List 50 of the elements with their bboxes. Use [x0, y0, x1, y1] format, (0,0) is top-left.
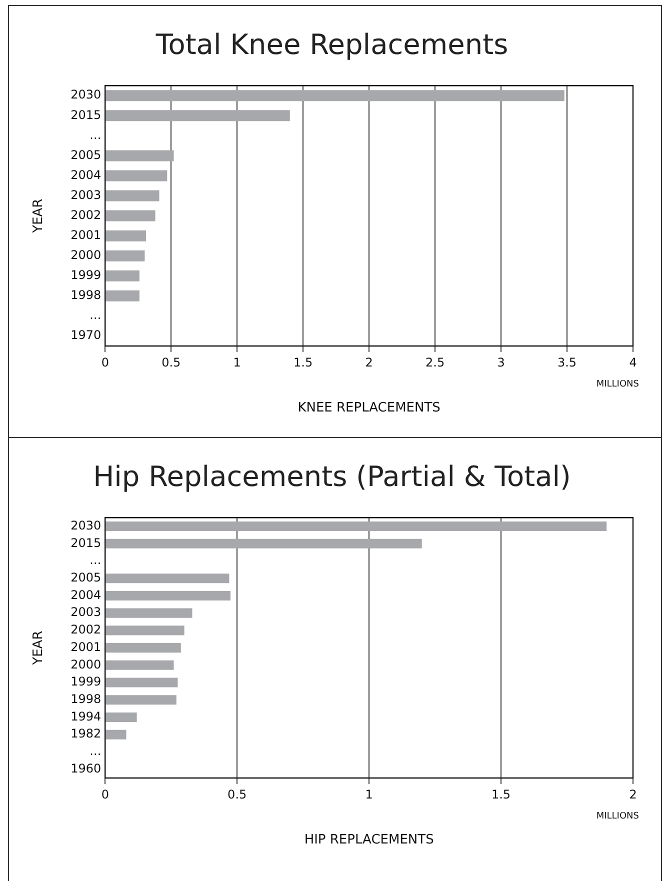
x-axis-title: KNEE REPLACEMENTS [298, 400, 440, 416]
x-tick-label: 2.5 [426, 355, 445, 370]
x-axis-title: HIP REPLACEMENTS [304, 832, 434, 848]
y-tick-label: 2030 [70, 518, 102, 532]
x-tick-label: 2 [629, 787, 637, 802]
y-tick-label: 2005 [70, 148, 102, 162]
chart-title: Hip Replacements (Partial & Total) [93, 460, 571, 494]
chart-title: Total Knee Replacements [154, 28, 508, 62]
x-tick-label: 4 [629, 355, 637, 370]
x-tick-label: 0.5 [228, 787, 247, 802]
y-tick-label: 2030 [70, 88, 102, 102]
x-tick-label: 2 [365, 355, 373, 370]
y-tick-label: 2005 [70, 570, 102, 584]
y-tick-label: 2004 [70, 588, 102, 602]
text: MILLIONS [596, 379, 640, 390]
y-tick-label: ... [90, 744, 102, 758]
x-tick-label: 1.5 [491, 787, 511, 802]
x-tick-label: 1 [365, 787, 373, 802]
x-tick-label: 0 [101, 355, 109, 370]
y-tick-label: 2001 [70, 228, 102, 242]
y-tick-label: 2002 [70, 622, 102, 637]
y-tick-label: 2003 [70, 605, 102, 620]
y-tick-label: ... [90, 308, 102, 322]
y-tick-label: 1998 [70, 692, 102, 706]
x-tick-label: 0 [101, 787, 109, 802]
y-tick-label: 1999 [70, 674, 102, 689]
y-tick-label: 2001 [70, 640, 102, 654]
y-tick-label: 2004 [70, 168, 102, 182]
y-tick-label: 1994 [70, 709, 102, 724]
y-tick-label: 2000 [70, 248, 102, 262]
x-tick-label: 1.5 [294, 355, 313, 370]
x-tick-label: 3 [497, 355, 505, 370]
y-axis-title: YEAR [31, 198, 46, 234]
y-tick-label: 1960 [70, 761, 102, 776]
y-tick-label: 2015 [70, 536, 102, 550]
y-tick-label: 1999 [70, 268, 102, 282]
y-tick-label: 2002 [70, 208, 102, 222]
y-tick-label: 2003 [70, 188, 102, 202]
y-tick-label: ... [90, 553, 102, 568]
x-tick-label: 3.5 [557, 355, 577, 370]
y-tick-label: ... [90, 128, 102, 142]
y-tick-label: 2015 [70, 108, 102, 122]
x-tick-label: 1 [233, 355, 241, 370]
y-tick-label: 2000 [70, 657, 102, 672]
y-tick-label: 1998 [70, 288, 102, 302]
y-tick-label: 1982 [70, 726, 102, 741]
text: MILLIONS [596, 811, 640, 822]
x-tick-label: 0.5 [162, 355, 181, 370]
y-axis-title: YEAR [31, 630, 46, 666]
y-tick-label: 1970 [70, 328, 102, 342]
